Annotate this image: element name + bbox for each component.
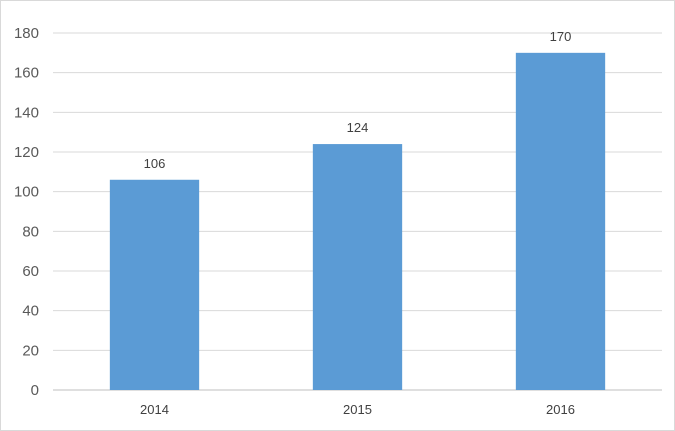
bars [109,52,606,390]
data-label-2014: 106 [144,156,166,171]
x-tick-label-2016: 2016 [546,402,575,417]
y-tick-label-120: 120 [14,144,39,161]
data-label-2015: 124 [347,120,369,135]
bar-2016 [515,52,606,390]
y-axis-tick-labels: 0 20 40 60 80 100 120 140 160 180 [14,25,39,399]
y-tick-label-60: 60 [22,263,39,280]
bar-2015 [312,144,403,390]
y-tick-label-20: 20 [22,342,39,359]
y-tick-label-40: 40 [22,303,39,320]
x-axis-category-labels: 2014 2015 2016 [140,402,575,417]
y-tick-label-80: 80 [22,223,39,240]
x-tick-label-2015: 2015 [343,402,372,417]
x-tick-label-2014: 2014 [140,402,169,417]
y-tick-label-160: 160 [14,65,39,82]
data-label-2016: 170 [550,29,572,44]
bar-2014 [109,179,200,390]
y-tick-label-100: 100 [14,184,39,201]
y-tick-label-0: 0 [31,382,39,399]
y-tick-label-180: 180 [14,25,39,42]
data-labels: 106 124 170 [144,29,572,171]
y-tick-label-140: 140 [14,104,39,121]
